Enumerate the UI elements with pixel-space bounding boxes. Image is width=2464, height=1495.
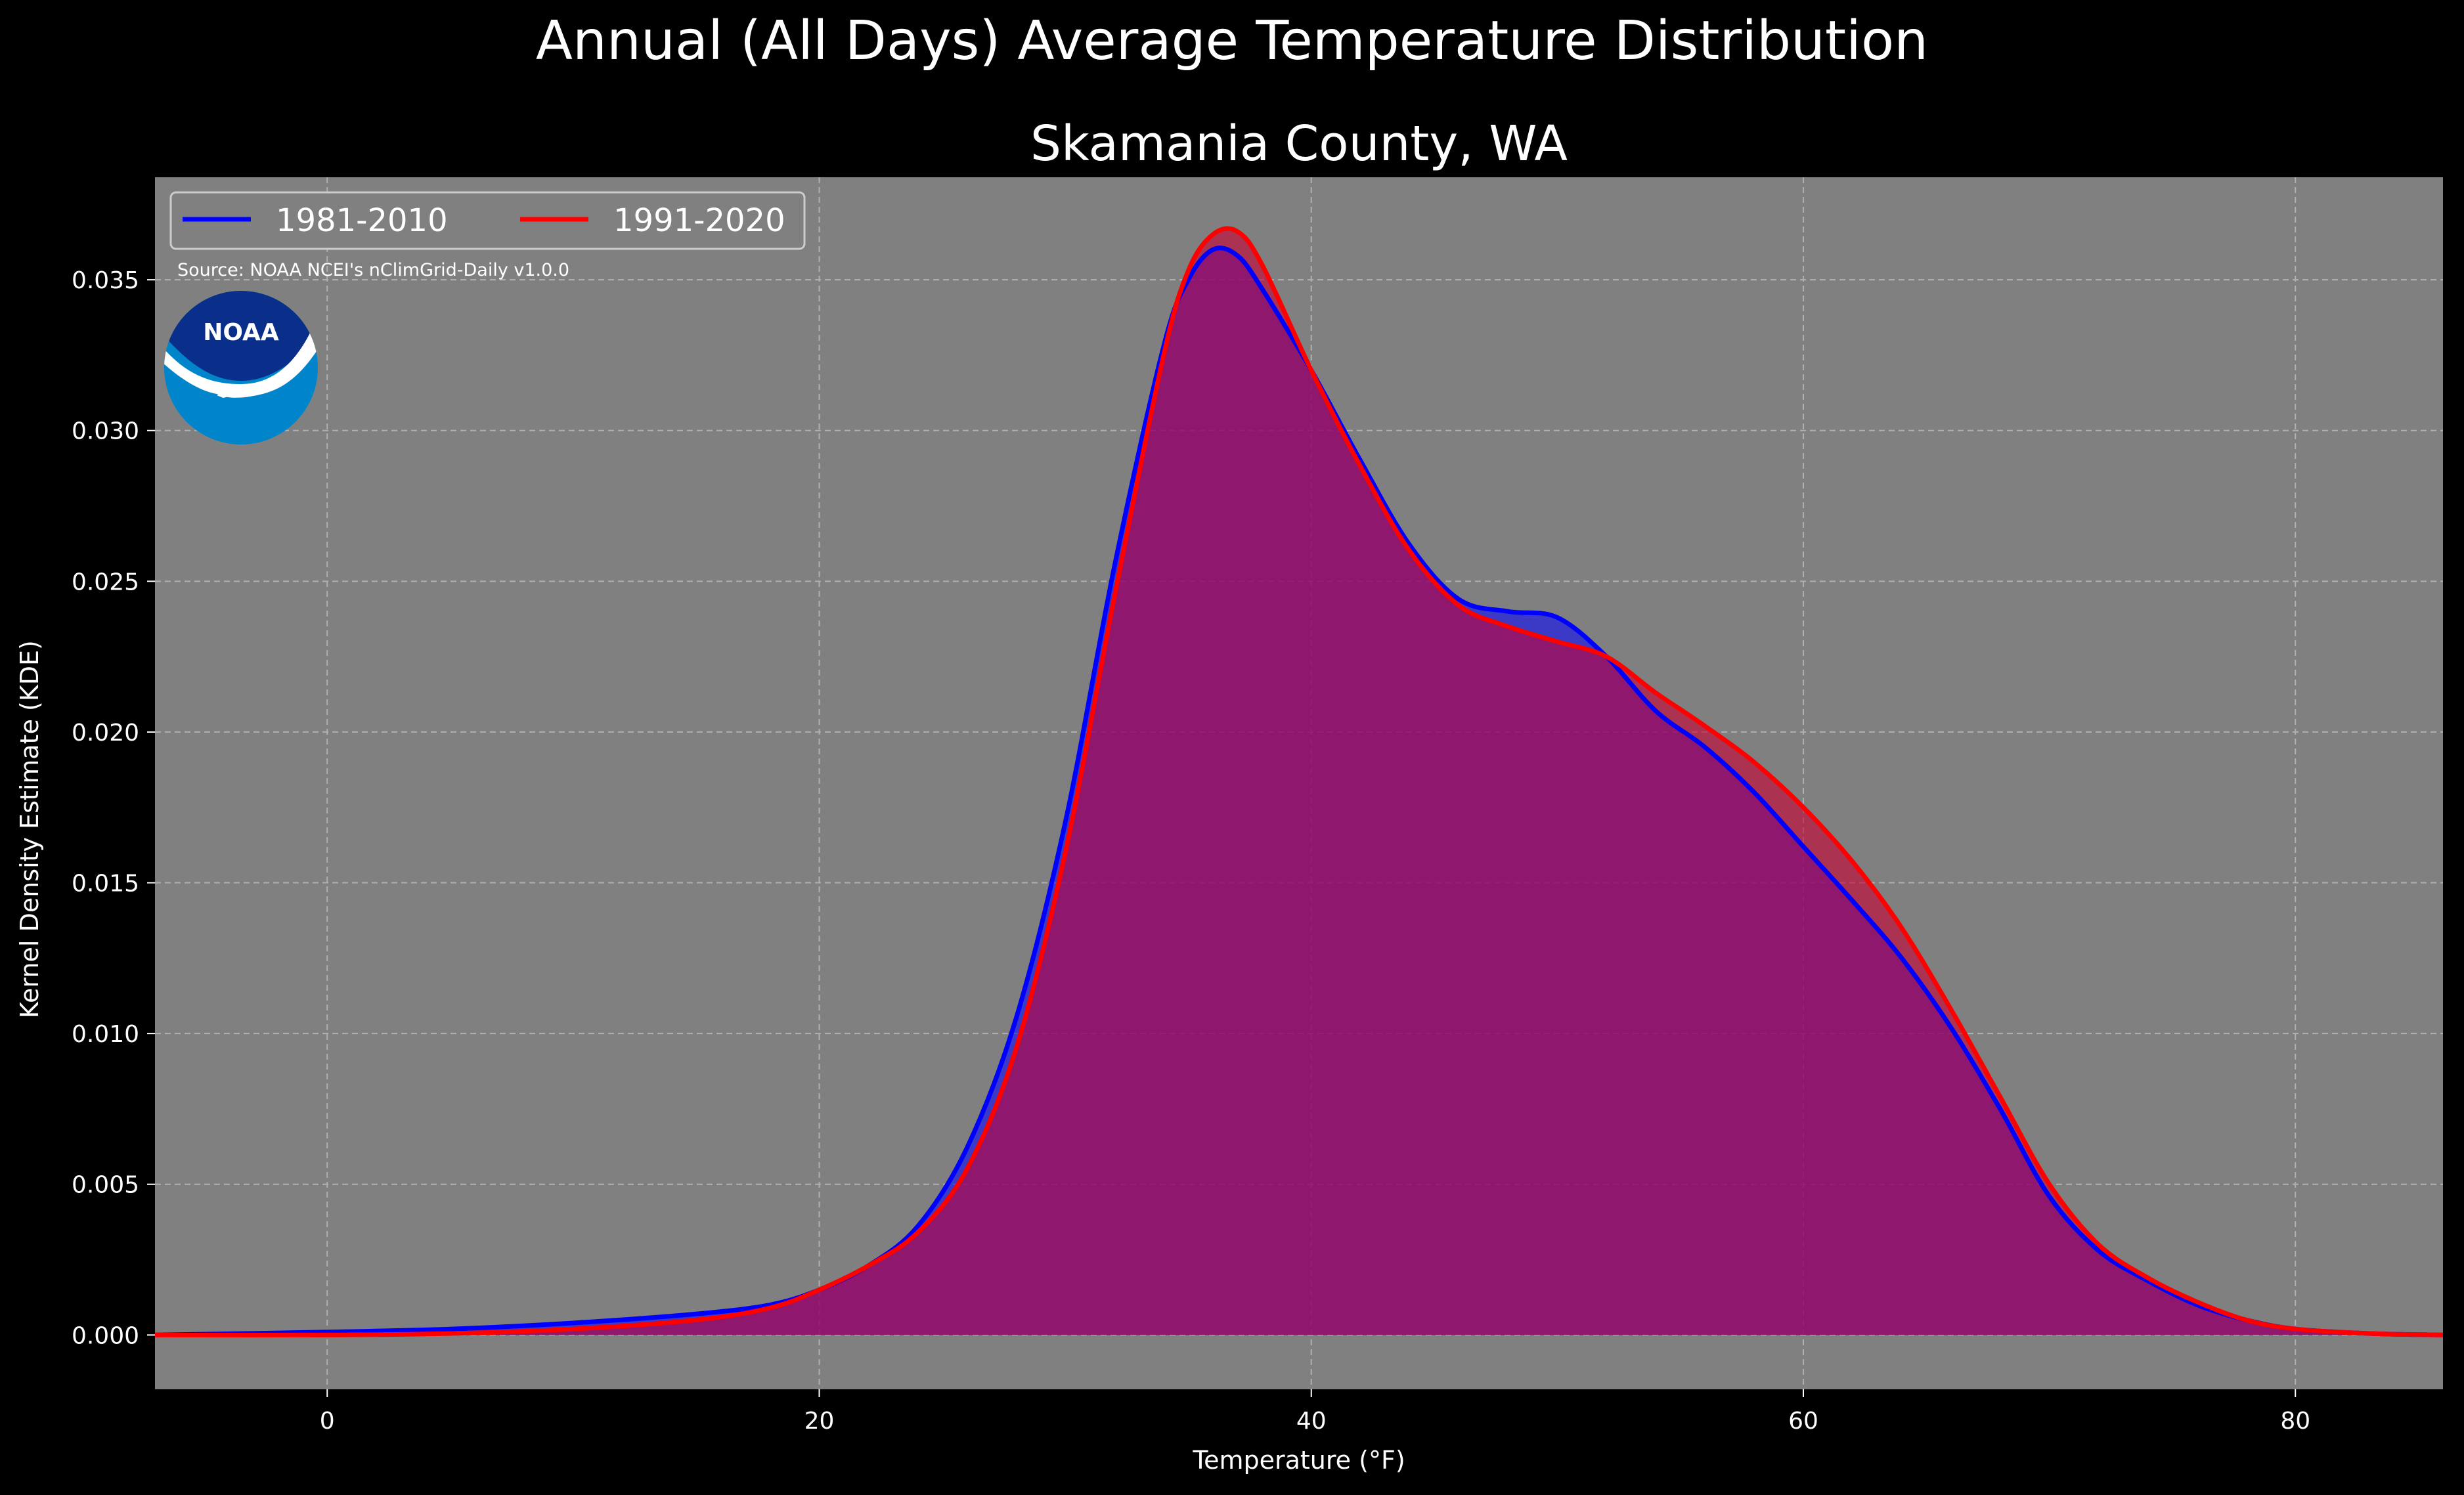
legend-label-1991-2020: 1991-2020	[613, 202, 785, 239]
series-fills	[155, 228, 2443, 1335]
x-tick-label: 20	[804, 1408, 835, 1435]
y-tick-label: 0.010	[72, 1021, 139, 1048]
legend-frame	[169, 191, 806, 250]
noaa-logo-wave	[164, 322, 318, 398]
x-tick-label: 40	[1296, 1408, 1327, 1435]
x-tick-label: 60	[1788, 1408, 1818, 1435]
x-tick-label: 80	[2280, 1408, 2310, 1435]
x-axis-label: Temperature (°F)	[1192, 1446, 1405, 1475]
y-tick-label: 0.025	[72, 569, 139, 596]
y-tick-label: 0.020	[72, 720, 139, 747]
y-tick-label: 0.030	[72, 418, 139, 445]
y-tick-label: 0.000	[72, 1322, 139, 1349]
y-tick-label: 0.015	[72, 871, 139, 898]
chart-title: Skamania County, WA	[1030, 116, 1568, 172]
plot-area	[154, 177, 2444, 1389]
y-axis: 0.000 0.005 0.010 0.015 0.020 0.025 0.030 0.035	[72, 267, 155, 1349]
source-note: Source: NOAA NCEI's nClimGrid-Daily v1.0…	[177, 260, 569, 280]
y-axis-label: Kernel Density Estimate (KDE)	[15, 640, 44, 1018]
noaa-logo-gull	[217, 378, 276, 398]
legend: 1981-2010 1991-2020	[169, 191, 806, 250]
series-line-1991-2020	[154, 226, 2444, 1337]
x-tick-label: 0	[320, 1408, 335, 1435]
noaa-logo-text: NOAA	[203, 319, 279, 346]
series-fill-1991-2020	[155, 228, 2443, 1335]
chart-suptitle: Annual (All Days) Average Temperature Di…	[536, 10, 1928, 72]
series-lines	[154, 226, 2444, 1337]
legend-label-1981-2010: 1981-2010	[276, 202, 448, 239]
y-tick-label: 0.035	[72, 267, 139, 294]
y-tick-label: 0.005	[72, 1172, 139, 1199]
x-axis: 0 20 40 60 80	[320, 1389, 2310, 1435]
